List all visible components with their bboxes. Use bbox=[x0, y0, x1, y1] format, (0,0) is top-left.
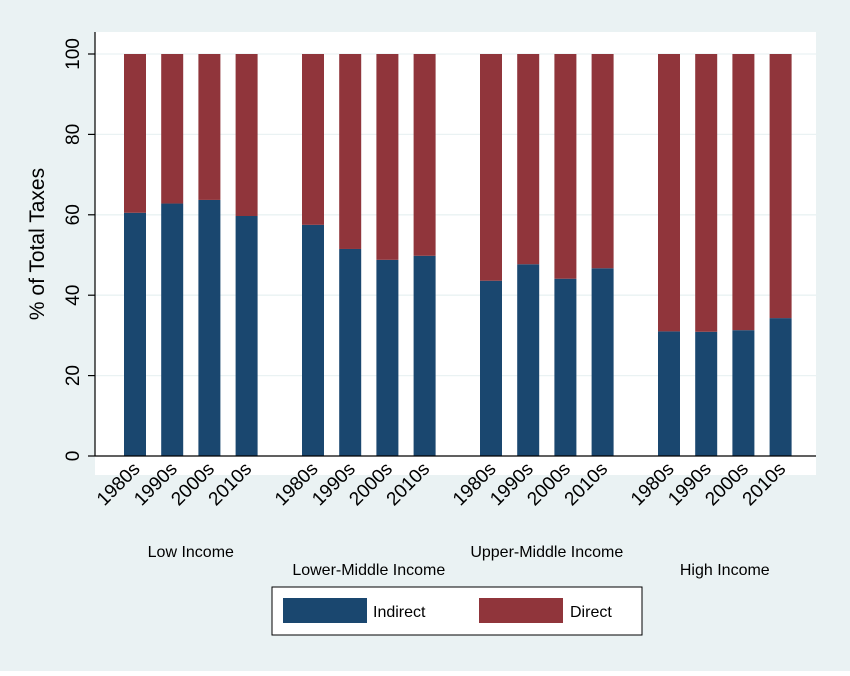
bar-indirect bbox=[695, 331, 718, 456]
legend-label-indirect: Indirect bbox=[373, 604, 426, 621]
y-tick-label: 60 bbox=[63, 204, 84, 225]
legend-swatch-direct bbox=[479, 598, 563, 623]
group-label: Lower-Middle Income bbox=[292, 562, 445, 579]
bar-indirect bbox=[198, 199, 221, 456]
bar-indirect bbox=[769, 318, 792, 456]
y-tick-label: 20 bbox=[63, 365, 84, 386]
bar-indirect bbox=[124, 212, 146, 456]
y-tick-label: 40 bbox=[63, 285, 84, 306]
bar-direct bbox=[732, 54, 755, 331]
bar-direct bbox=[161, 54, 184, 204]
y-axis-ticks: 0 20 40 60 80 100 bbox=[63, 38, 95, 461]
bar-direct bbox=[376, 54, 399, 260]
bar-indirect bbox=[161, 203, 184, 456]
group-label: Upper-Middle Income bbox=[470, 544, 623, 561]
bar-direct bbox=[235, 54, 258, 217]
bar-direct bbox=[198, 54, 221, 200]
legend: Indirect Direct bbox=[271, 586, 643, 636]
y-tick-label: 0 bbox=[63, 451, 84, 462]
y-axis-title: % of Total Taxes bbox=[26, 168, 49, 320]
bar-direct bbox=[413, 54, 436, 256]
group-label: Low Income bbox=[148, 544, 234, 561]
group-labels: Low Income Lower-Middle Income Upper-Middl… bbox=[148, 544, 770, 579]
bar-direct bbox=[591, 54, 614, 269]
bar-direct bbox=[302, 54, 324, 225]
bar-indirect bbox=[339, 248, 362, 456]
legend-swatch-indirect bbox=[283, 598, 367, 623]
bar-direct bbox=[658, 54, 680, 332]
bar-direct bbox=[339, 54, 362, 249]
bars bbox=[124, 54, 792, 456]
bar-direct bbox=[554, 54, 577, 279]
bar-indirect bbox=[413, 255, 436, 456]
bar-indirect bbox=[658, 331, 680, 456]
y-tick-label: 80 bbox=[63, 124, 84, 145]
bar-indirect bbox=[732, 330, 755, 456]
group-label: High Income bbox=[680, 562, 770, 579]
bar-indirect bbox=[376, 259, 399, 456]
bar-indirect bbox=[554, 278, 577, 456]
bar-indirect bbox=[235, 216, 258, 456]
bar-indirect bbox=[302, 224, 324, 456]
y-tick-label: 100 bbox=[63, 38, 84, 70]
bar-indirect bbox=[480, 280, 502, 456]
bar-direct bbox=[695, 54, 718, 332]
bar-direct bbox=[517, 54, 540, 265]
bar-direct bbox=[480, 54, 502, 281]
bar-indirect bbox=[517, 264, 540, 456]
bar-direct bbox=[124, 54, 146, 213]
legend-label-direct: Direct bbox=[570, 604, 612, 621]
bar-direct bbox=[769, 54, 792, 319]
bar-indirect bbox=[591, 268, 614, 456]
